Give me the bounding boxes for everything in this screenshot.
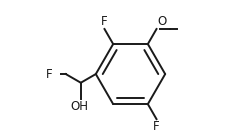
Text: O: O xyxy=(157,15,166,28)
Text: F: F xyxy=(153,120,159,133)
Text: F: F xyxy=(46,68,52,81)
Text: OH: OH xyxy=(70,100,88,113)
Text: F: F xyxy=(101,15,107,28)
